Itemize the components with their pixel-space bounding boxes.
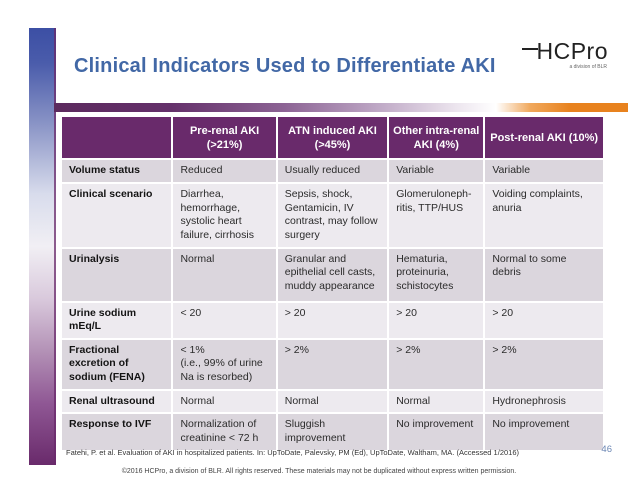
table-cell: Hydronephrosis — [485, 390, 603, 413]
table-cell: < 20 — [173, 302, 276, 338]
horizontal-accent-bar — [54, 103, 628, 112]
table-row: Clinical scenario Diarrhea, hemorrhage, … — [62, 184, 603, 247]
table-cell: Sluggish improvement — [277, 414, 388, 450]
logo-wordmark: HCPro — [536, 38, 608, 64]
row-label: Urinalysis — [62, 248, 172, 301]
page-title: Clinical Indicators Used to Differentiat… — [74, 55, 496, 77]
table-cell: Variable — [485, 160, 603, 182]
table-cell: > 2% — [277, 339, 388, 389]
column-header-postrenal: Post-renal AKI (10%) — [485, 117, 603, 158]
logo-tagline: a division of BLR — [569, 64, 607, 70]
table-cell: Variable — [389, 160, 484, 182]
table-cell: Normal — [173, 390, 276, 413]
row-label: Renal ultrasound — [62, 390, 172, 413]
aki-table-container: Pre-renal AKI (>21%) ATN induced AKI (>4… — [60, 115, 605, 452]
table-cell: > 2% — [389, 339, 484, 389]
logo-dash-icon — [522, 48, 539, 51]
table-cell: > 20 — [485, 302, 603, 338]
row-label: Volume status — [62, 160, 172, 182]
row-label: Fractional excretion of sodium (FENA) — [62, 339, 172, 389]
column-header-prerenal: Pre-renal AKI (>21%) — [173, 117, 276, 158]
aki-table: Pre-renal AKI (>21%) ATN induced AKI (>4… — [60, 115, 605, 452]
table-cell: Voiding complaints, anuria — [485, 184, 603, 247]
table-cell: No improvement — [389, 414, 484, 450]
column-header-other-intrarenal: Other intra-renal AKI (4%) — [389, 117, 484, 158]
table-row: Volume status Reduced Usually reduced Va… — [62, 160, 603, 182]
table-cell: < 1% (i.e., 99% of urine Na is resorbed) — [173, 339, 276, 389]
table-cell: > 20 — [389, 302, 484, 338]
table-cell: Normal — [173, 248, 276, 301]
table-cell: Normalization of creatinine < 72 h — [173, 414, 276, 450]
table-row: Fractional excretion of sodium (FENA) < … — [62, 339, 603, 389]
left-accent-bar — [29, 28, 56, 465]
hcpro-logo: HCPro a division of BLR — [522, 38, 608, 70]
table-row: Urinalysis Normal Granular and epithelia… — [62, 248, 603, 301]
table-cell: No improvement — [485, 414, 603, 450]
column-header-atn: ATN induced AKI (>45%) — [277, 117, 388, 158]
table-cell: > 2% — [485, 339, 603, 389]
table-row: Renal ultrasound Normal Normal Normal Hy… — [62, 390, 603, 413]
citation-text: Fatehi, P. et al. Evaluation of AKI in h… — [66, 448, 519, 457]
table-cell: Glomeruloneph-ritis, TTP/HUS — [389, 184, 484, 247]
table-cell: Sepsis, shock, Gentamicin, IV contrast, … — [277, 184, 388, 247]
table-cell: Normal — [389, 390, 484, 413]
table-cell: Reduced — [173, 160, 276, 182]
page-number: 46 — [601, 444, 612, 455]
table-cell: Normal to some debris — [485, 248, 603, 301]
row-label: Urine sodium mEq/L — [62, 302, 172, 338]
table-row: Urine sodium mEq/L < 20 > 20 > 20 > 20 — [62, 302, 603, 338]
table-cell: > 20 — [277, 302, 388, 338]
table-cell: Hematuria, proteinuria, schistocytes — [389, 248, 484, 301]
column-header-blank — [62, 117, 172, 158]
table-cell: Diarrhea, hemorrhage, systolic heart fai… — [173, 184, 276, 247]
copyright-text: ©2016 HCPro, a division of BLR. All righ… — [121, 468, 517, 475]
hcpro-logo-text: HCPro — [522, 38, 608, 65]
table-cell: Granular and epithelial cell casts, mudd… — [277, 248, 388, 301]
row-label: Clinical scenario — [62, 184, 172, 247]
row-label: Response to IVF — [62, 414, 172, 450]
table-cell: Usually reduced — [277, 160, 388, 182]
table-header-row: Pre-renal AKI (>21%) ATN induced AKI (>4… — [62, 117, 603, 158]
table-row: Response to IVF Normalization of creatin… — [62, 414, 603, 450]
table-cell: Normal — [277, 390, 388, 413]
